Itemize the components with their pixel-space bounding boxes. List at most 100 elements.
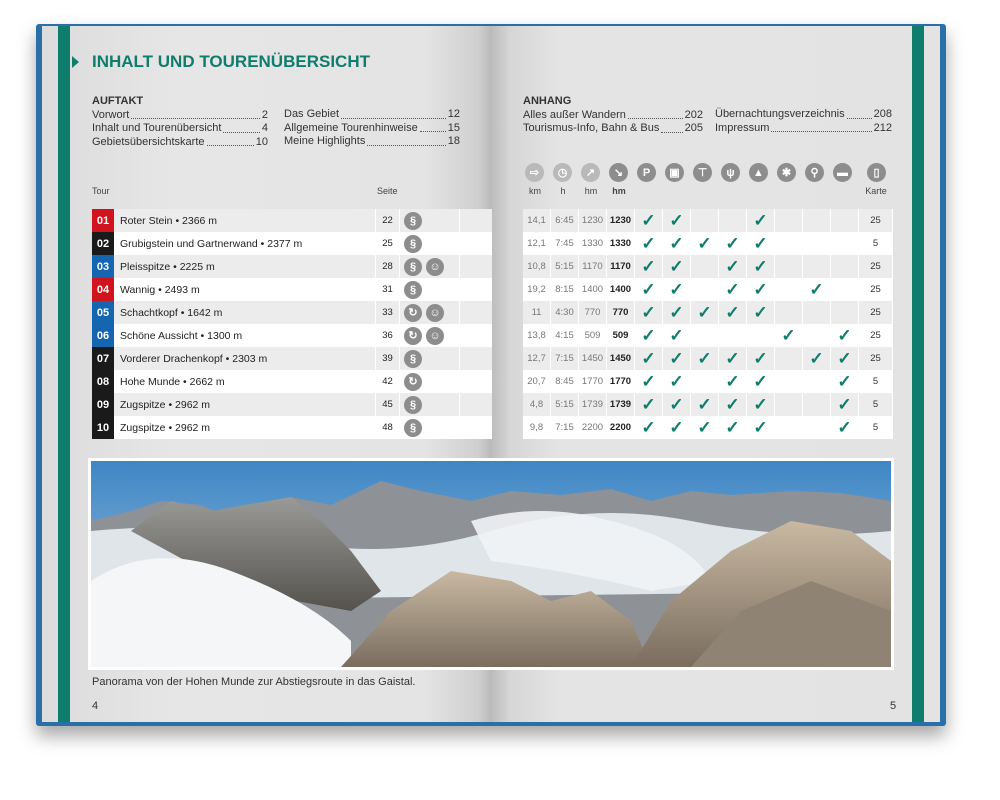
loop-icon: ↻ xyxy=(404,326,422,345)
toc-page: 212 xyxy=(873,121,892,134)
seite-value: 48 xyxy=(376,416,400,439)
parking-cell: ✓ xyxy=(635,255,663,278)
summit-cell: ✓ xyxy=(747,232,775,255)
toc-label: Impressum xyxy=(715,121,770,134)
tour-row[interactable]: 09 Zugspitze • 2962 m 45 § xyxy=(92,393,492,416)
toc-item[interactable]: Meine Highlights 18 xyxy=(284,135,460,149)
tour-row-details[interactable]: 9,8 7:15 2200 2200 ✓ ✓ ✓ ✓ ✓ ✓ 5 xyxy=(523,416,893,439)
tour-row[interactable]: 03 Pleisspitze • 2225 m 28 § ☺ xyxy=(92,255,492,278)
descent-icon: ↘ xyxy=(609,163,628,182)
restaurant-cell: ✓ xyxy=(719,278,747,301)
check-icon: ✓ xyxy=(753,302,768,322)
toc-item[interactable]: Vorwort 2 xyxy=(92,109,268,123)
parking-cell: ✓ xyxy=(635,347,663,370)
karte-value: 25 xyxy=(859,278,893,301)
title-marker-icon xyxy=(72,56,79,68)
bus-cell: ✓ xyxy=(663,347,691,370)
summit-cell: ✓ xyxy=(747,347,775,370)
h-value: 8:15 xyxy=(551,278,579,301)
toc-item[interactable]: Alles außer Wandern 202 xyxy=(523,109,703,123)
toc-item[interactable]: Tourismus-Info, Bahn & Bus 205 xyxy=(523,122,703,136)
seite-header: Seite xyxy=(377,186,398,196)
tour-row-details[interactable]: 14,1 6:45 1230 1230 ✓ ✓ ✓ 25 xyxy=(523,209,893,232)
check-icon: ✓ xyxy=(669,233,684,253)
winter-cell xyxy=(775,209,803,232)
tour-row-details[interactable]: 12,7 7:15 1450 1450 ✓ ✓ ✓ ✓ ✓ ✓ ✓ 25 xyxy=(523,347,893,370)
seite-value: 33 xyxy=(376,301,400,324)
descent-value: 509 xyxy=(607,324,635,347)
toc-item[interactable]: Allgemeine Tourenhinweise 15 xyxy=(284,122,460,136)
toc-label: Gebietsübersichtskarte xyxy=(92,135,205,148)
tour-type-icons: § ☺ xyxy=(400,255,460,278)
seite-value: 28 xyxy=(376,255,400,278)
tour-row[interactable]: 10 Zugspitze • 2962 m 48 § xyxy=(92,416,492,439)
toc-item[interactable]: Inhalt und Tourenübersicht 4 xyxy=(92,122,268,136)
tour-row[interactable]: 05 Schachtkopf • 1642 m 33 ↻ ☺ xyxy=(92,301,492,324)
tour-row-details[interactable]: 19,2 8:15 1400 1400 ✓ ✓ ✓ ✓ ✓ 25 xyxy=(523,278,893,301)
tour-type-icons: § xyxy=(400,232,460,255)
tour-name: Grubigstein und Gartnerwand • 2377 m xyxy=(114,232,376,255)
tour-name: Zugspitze • 2962 m xyxy=(114,416,376,439)
tour-row-details[interactable]: 13,8 4:15 509 509 ✓ ✓ ✓ ✓ 25 xyxy=(523,324,893,347)
summit-cell: ✓ xyxy=(747,278,775,301)
summit-cell: ✓ xyxy=(747,255,775,278)
check-icon: ✓ xyxy=(725,279,740,299)
check-icon: ✓ xyxy=(753,256,768,276)
toc-item[interactable]: Übernachtungsverzeichnis 208 xyxy=(715,108,892,122)
toc-page: 208 xyxy=(873,108,892,120)
tour-row[interactable]: 01 Roter Stein • 2366 m 22 § xyxy=(92,209,492,232)
tour-row[interactable]: 02 Grubigstein und Gartnerwand • 2377 m … xyxy=(92,232,492,255)
tour-row-details[interactable]: 10,8 5:15 1170 1170 ✓ ✓ ✓ ✓ 25 xyxy=(523,255,893,278)
bike-cell xyxy=(803,393,831,416)
cable-car-cell xyxy=(691,324,719,347)
parking-cell: ✓ xyxy=(635,416,663,439)
summit-cell: ✓ xyxy=(747,301,775,324)
toc-label: Vorwort xyxy=(92,108,130,121)
tour-row-details[interactable]: 12,1 7:45 1330 1330 ✓ ✓ ✓ ✓ ✓ 5 xyxy=(523,232,893,255)
winter-cell xyxy=(775,232,803,255)
tour-row-details[interactable]: 4,8 5:15 1739 1739 ✓ ✓ ✓ ✓ ✓ ✓ 5 xyxy=(523,393,893,416)
toc-label: Das Gebiet xyxy=(284,108,340,120)
winter-cell xyxy=(775,301,803,324)
restaurant-cell: ✓ xyxy=(719,255,747,278)
toc-item[interactable]: Das Gebiet 12 xyxy=(284,108,460,122)
check-icon: ✓ xyxy=(753,417,768,437)
karte-value: 5 xyxy=(859,232,893,255)
check-icon: ✓ xyxy=(669,394,684,414)
parking-cell: ✓ xyxy=(635,370,663,393)
route-icon: § xyxy=(404,211,422,230)
ascent-value: 2200 xyxy=(579,416,607,439)
toc-item[interactable]: Gebietsübersichtskarte 10 xyxy=(92,136,268,150)
toc-label: Alles außer Wandern xyxy=(523,108,626,121)
cable-car-cell xyxy=(691,255,719,278)
summit-cell: ✓ xyxy=(747,416,775,439)
tour-number: 08 xyxy=(92,370,114,393)
bike-cell: ✓ xyxy=(803,347,831,370)
tour-row[interactable]: 06 Schöne Aussicht • 1300 m 36 ↻ ☺ xyxy=(92,324,492,347)
tour-row[interactable]: 04 Wannig • 2493 m 31 § xyxy=(92,278,492,301)
tour-number: 06 xyxy=(92,324,114,347)
tour-row-details[interactable]: 11 4:30 770 770 ✓ ✓ ✓ ✓ ✓ 25 xyxy=(523,301,893,324)
karte-value: 5 xyxy=(859,416,893,439)
cable-car-cell xyxy=(691,209,719,232)
h-header: h xyxy=(560,186,566,196)
tour-row[interactable]: 08 Hohe Munde • 2662 m 42 ↻ xyxy=(92,370,492,393)
bike-cell xyxy=(803,301,831,324)
restaurant-cell: ✓ xyxy=(719,393,747,416)
restaurant-cell: ✓ xyxy=(719,347,747,370)
tour-row[interactable]: 07 Vorderer Drachenkopf • 2303 m 39 § xyxy=(92,347,492,370)
tour-type-icons: § xyxy=(400,209,460,232)
ascent-icon: ↗ xyxy=(581,163,600,182)
bus-cell: ✓ xyxy=(663,416,691,439)
tour-row-details[interactable]: 20,7 8:45 1770 1770 ✓ ✓ ✓ ✓ ✓ 5 xyxy=(523,370,893,393)
restaurant-icon: ψ xyxy=(721,163,740,182)
check-icon: ✓ xyxy=(725,256,740,276)
h-value: 7:15 xyxy=(551,416,579,439)
tour-name: Hohe Munde • 2662 m xyxy=(114,370,376,393)
karte-value: 25 xyxy=(859,255,893,278)
check-icon: ✓ xyxy=(725,394,740,414)
km-value: 19,2 xyxy=(523,278,551,301)
h-value: 7:45 xyxy=(551,232,579,255)
toc-item[interactable]: Impressum 212 xyxy=(715,122,892,136)
summit-cell: ✓ xyxy=(747,370,775,393)
